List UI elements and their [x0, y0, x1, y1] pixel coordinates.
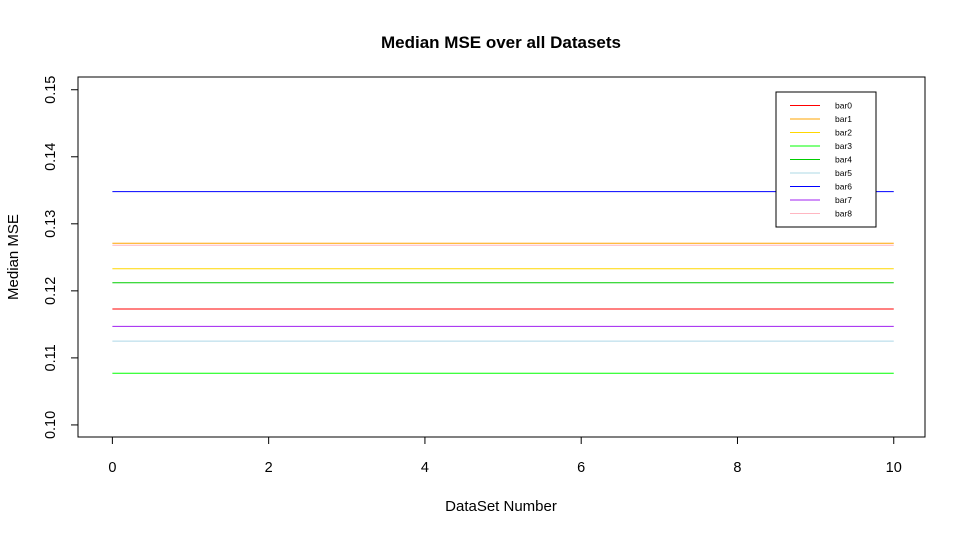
x-axis: 0 2 4 6 8 10: [108, 436, 902, 476]
legend-label-bar2: bar2: [835, 128, 852, 138]
legend-label-bar8: bar8: [835, 209, 852, 219]
y-tick-label: 0.13: [43, 210, 59, 238]
x-tick-label: 4: [421, 460, 429, 476]
y-tick-label: 0.10: [43, 411, 59, 439]
legend-label-bar4: bar4: [835, 155, 852, 165]
x-axis-label: DataSet Number: [445, 498, 557, 515]
legend: bar0 bar1 bar2 bar3 bar4 bar5 bar6 bar7 bar8: [775, 91, 877, 228]
legend-label-bar1: bar1: [835, 114, 852, 124]
legend-label-bar6: bar6: [835, 182, 852, 192]
y-axis: 0.10 0.11 0.12 0.13 0.14 0.15: [43, 76, 79, 439]
y-tick-label: 0.11: [43, 344, 59, 371]
legend-label-bar0: bar0: [835, 101, 852, 111]
legend-label-bar3: bar3: [835, 141, 852, 151]
x-tick-label: 6: [577, 460, 585, 476]
legend-label-bar7: bar7: [835, 195, 852, 205]
y-axis-label: Median MSE: [5, 214, 22, 300]
y-tick-label: 0.14: [43, 143, 59, 171]
x-tick-label: 8: [733, 460, 741, 476]
y-tick-label: 0.15: [43, 76, 59, 104]
y-tick-label: 0.12: [43, 277, 59, 305]
chart-title: Median MSE over all Datasets: [381, 33, 621, 52]
x-tick-label: 2: [265, 460, 273, 476]
x-tick-label: 0: [108, 460, 116, 476]
series-group: [112, 191, 894, 374]
x-tick-label: 10: [886, 460, 902, 476]
legend-label-bar5: bar5: [835, 168, 852, 178]
